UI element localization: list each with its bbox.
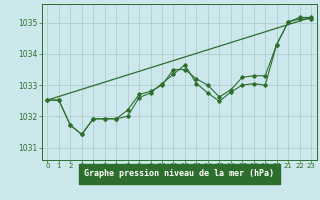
X-axis label: Graphe pression niveau de la mer (hPa): Graphe pression niveau de la mer (hPa)	[84, 169, 274, 178]
